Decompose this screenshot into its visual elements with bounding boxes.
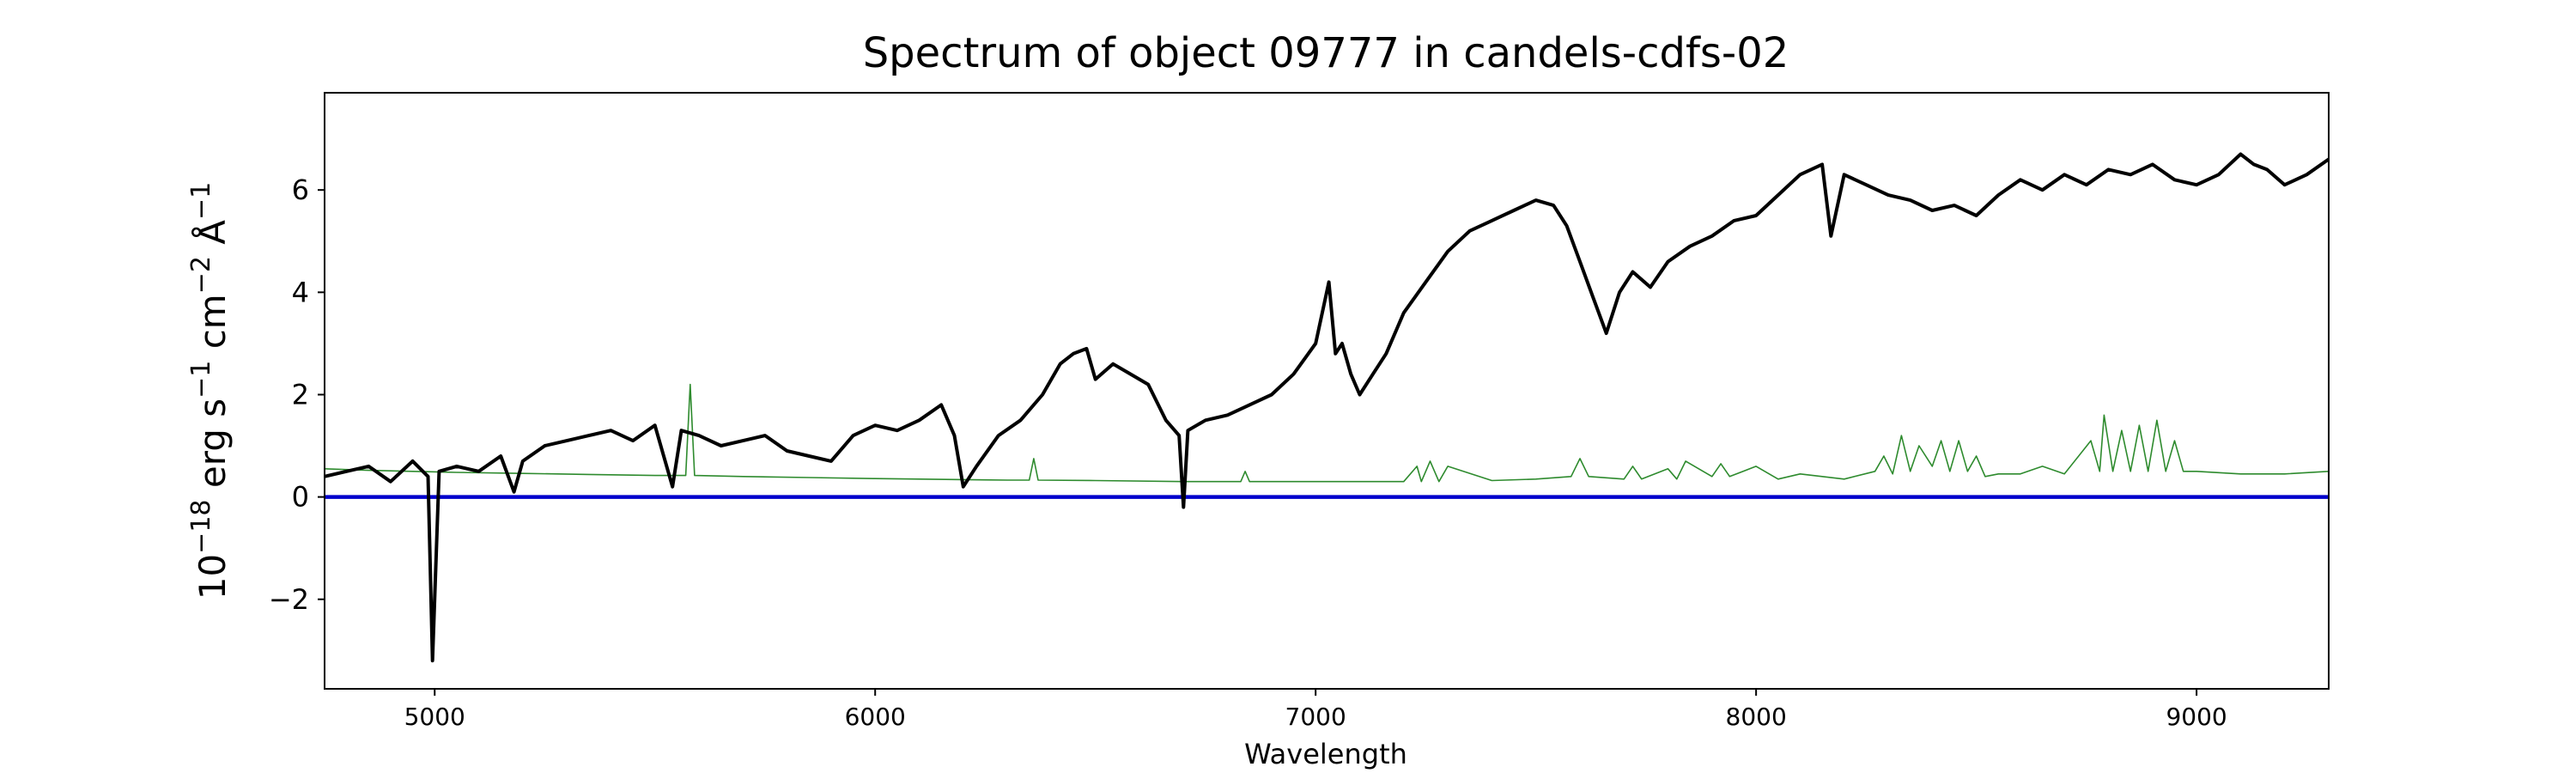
y-label-unit1-exp: −1 [186,361,216,399]
y-tick-label: 4 [292,276,309,308]
y-label-unit1: erg s [191,399,234,500]
x-axis-ticks: 5000 6000 7000 8000 9000 [404,689,2227,731]
y-tick-label: −2 [269,583,309,616]
y-label-base: 10 [191,554,234,600]
series-line-error [324,383,2330,483]
y-tick-label: 0 [292,481,309,514]
y-label-unit3: Å [191,220,234,256]
x-tick-label: 9000 [2166,703,2227,731]
plot-area [324,92,2330,690]
y-axis-label: 10−18 erg s−1 cm−2 Å−1 [186,182,234,600]
x-tick-label: 7000 [1285,703,1346,731]
x-tick-label: 6000 [845,703,906,731]
y-axis-ticks: −2 0 2 4 6 [269,173,325,616]
y-tick-label: 2 [292,378,309,411]
x-axis-label: Wavelength [1244,738,1407,770]
series-layer [324,152,2330,663]
plot-frame [324,92,2330,690]
x-tick-label: 8000 [1726,703,1787,731]
y-tick-label: 6 [292,173,309,206]
y-label-unit2: cm [191,294,234,360]
series-line-flux [324,152,2330,663]
x-tick-label: 5000 [404,703,465,731]
chart-title: Spectrum of object 09777 in candels-cdfs… [863,29,1789,77]
y-label-exp: −18 [186,500,216,554]
y-label-unit3-exp: −1 [186,182,216,220]
y-label-unit2-exp: −2 [186,256,216,294]
